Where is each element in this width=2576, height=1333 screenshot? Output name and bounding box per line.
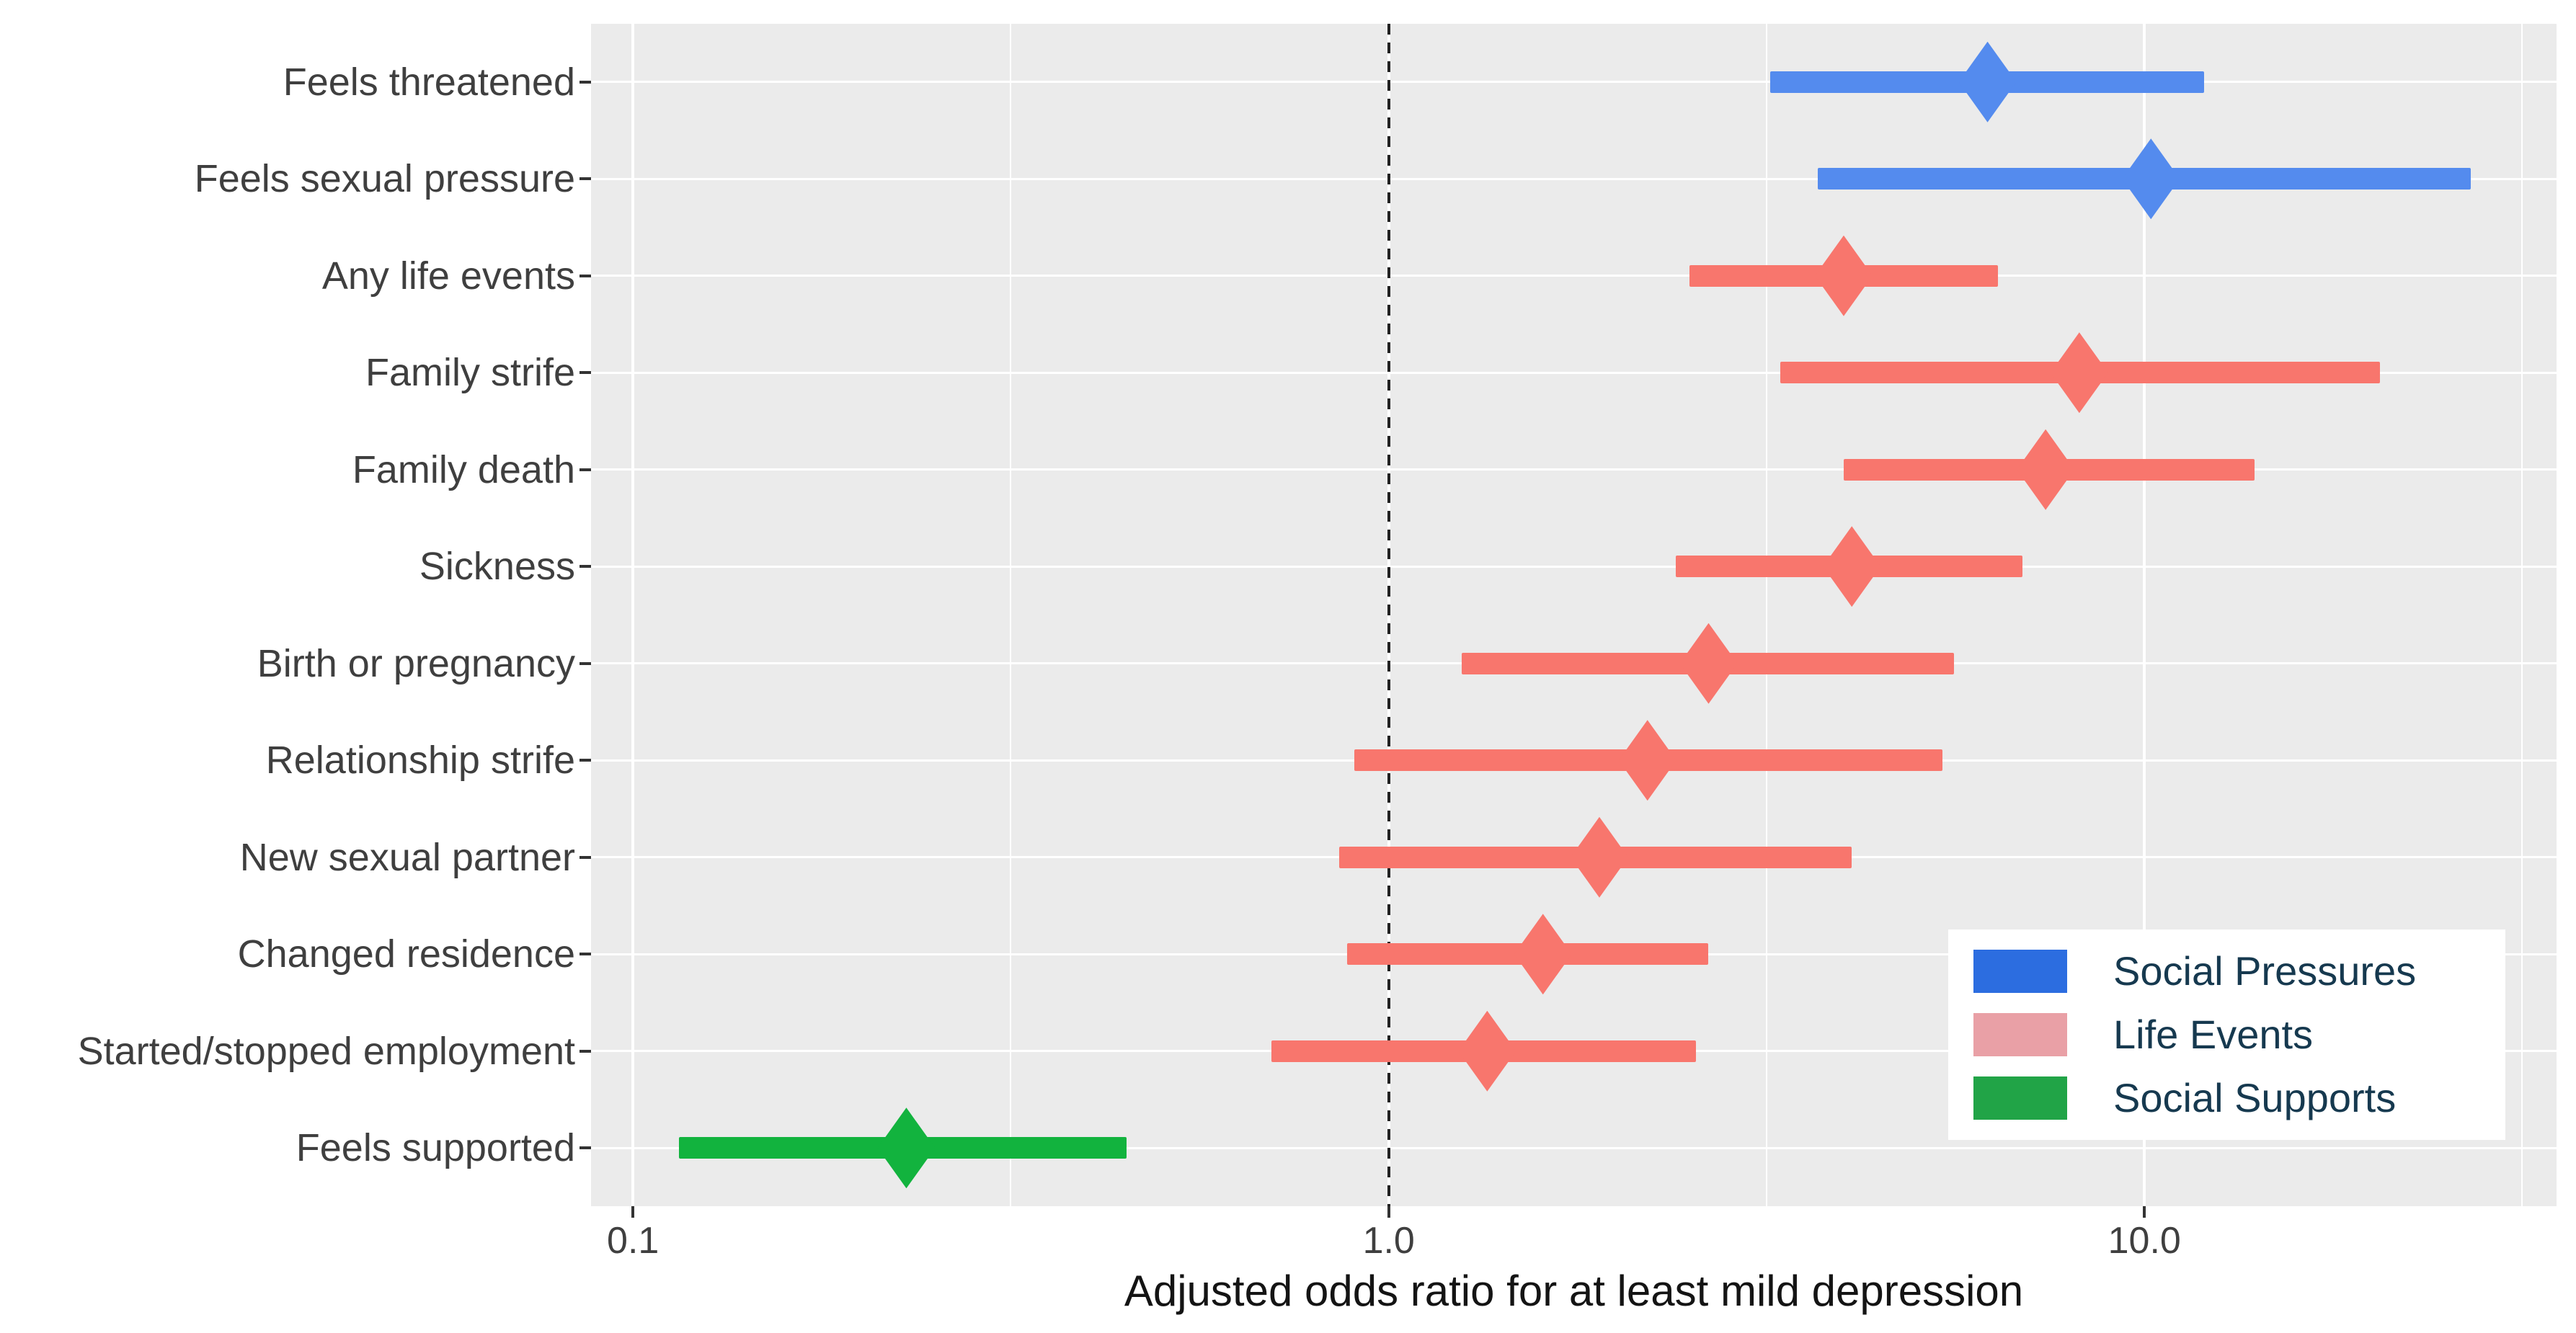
legend-label-life-events: Life Events <box>2113 1012 2314 1057</box>
legend-swatch-life-events-icon <box>1973 1013 2067 1056</box>
point-estimate-diamond <box>2122 138 2180 220</box>
point-estimate-diamond <box>2017 429 2075 510</box>
legend-label-social-supports: Social Supports <box>2113 1075 2397 1120</box>
horizontal-gridline <box>591 468 2557 471</box>
point-estimate-diamond <box>2050 332 2108 414</box>
y-axis-category-label: Feels supported <box>296 1126 575 1170</box>
reference-line <box>1387 24 1390 1206</box>
point-estimate-diamond <box>1571 816 1628 898</box>
y-axis-tick <box>579 468 591 471</box>
point-estimate-diamond <box>1679 623 1738 704</box>
point-estimate-diamond <box>1618 720 1676 801</box>
point-estimate-diamond <box>877 1107 936 1189</box>
x-axis-tick <box>1387 1206 1390 1218</box>
horizontal-gridline <box>591 371 2557 374</box>
y-axis-tick <box>579 371 591 375</box>
y-axis-tick <box>579 855 591 859</box>
point-estimate-diamond <box>1514 914 1572 995</box>
minor-gridline <box>2521 24 2523 1206</box>
major-gridline <box>2143 24 2146 1206</box>
legend-swatch-social-supports-icon <box>1973 1076 2067 1120</box>
y-axis-tick <box>579 1049 591 1053</box>
y-axis-category-label: Started/stopped employment <box>77 1029 575 1073</box>
y-axis-tick <box>579 274 591 277</box>
legend-label-social-pressures: Social Pressures <box>2113 948 2417 994</box>
horizontal-gridline <box>591 275 2557 277</box>
y-axis-category-label: Feels threatened <box>283 60 575 104</box>
x-axis-tick-label: 10.0 <box>2108 1220 2181 1262</box>
x-axis-tick <box>2143 1206 2146 1218</box>
point-estimate-diamond <box>1823 526 1881 607</box>
x-axis-tick-label: 1.0 <box>1362 1220 1415 1262</box>
legend-item-social-pressures: Social Pressures <box>1973 950 2505 993</box>
x-axis-tick-label: 0.1 <box>607 1220 659 1262</box>
plot-panel <box>591 24 2557 1206</box>
y-axis-category-label: New sexual partner <box>239 835 575 879</box>
y-axis-tick <box>579 759 591 762</box>
y-axis-tick <box>579 177 591 181</box>
y-axis-tick <box>579 565 591 569</box>
y-axis-category-label: Relationship strife <box>265 739 575 783</box>
legend: Social Pressures Life Events Social Supp… <box>1948 929 2505 1140</box>
legend-swatch-social-pressures-icon <box>1973 950 2067 993</box>
horizontal-gridline <box>591 81 2557 84</box>
y-axis-category-label: Changed residence <box>237 932 575 976</box>
horizontal-gridline <box>591 1146 2557 1149</box>
horizontal-gridline <box>591 177 2557 180</box>
point-estimate-diamond <box>1458 1010 1516 1092</box>
horizontal-gridline <box>591 565 2557 568</box>
major-gridline <box>631 24 635 1206</box>
point-estimate-diamond <box>1814 235 1873 316</box>
y-axis-category-label: Family death <box>352 447 575 491</box>
legend-item-life-events: Life Events <box>1973 1013 2505 1056</box>
y-axis-tick <box>579 661 591 665</box>
y-axis-tick <box>579 80 591 84</box>
y-axis: Feels threatened Feels sexual pressure Any… <box>0 24 591 1206</box>
point-estimate-diamond <box>1958 41 2017 122</box>
y-axis-category-label: Birth or pregnancy <box>257 641 575 685</box>
y-axis-tick <box>579 953 591 956</box>
x-axis-title: Adjusted odds ratio for at least mild de… <box>1124 1267 2024 1315</box>
minor-gridline <box>1010 24 1012 1206</box>
y-axis-category-label: Family strife <box>365 351 575 395</box>
y-axis-category-label: Feels sexual pressure <box>194 157 575 201</box>
y-axis-tick <box>579 1146 591 1150</box>
minor-gridline <box>1765 24 1767 1206</box>
y-axis-category-label: Any life events <box>321 254 575 298</box>
legend-item-social-supports: Social Supports <box>1973 1076 2505 1120</box>
x-axis-tick <box>631 1206 635 1218</box>
y-axis-category-label: Sickness <box>419 545 575 589</box>
